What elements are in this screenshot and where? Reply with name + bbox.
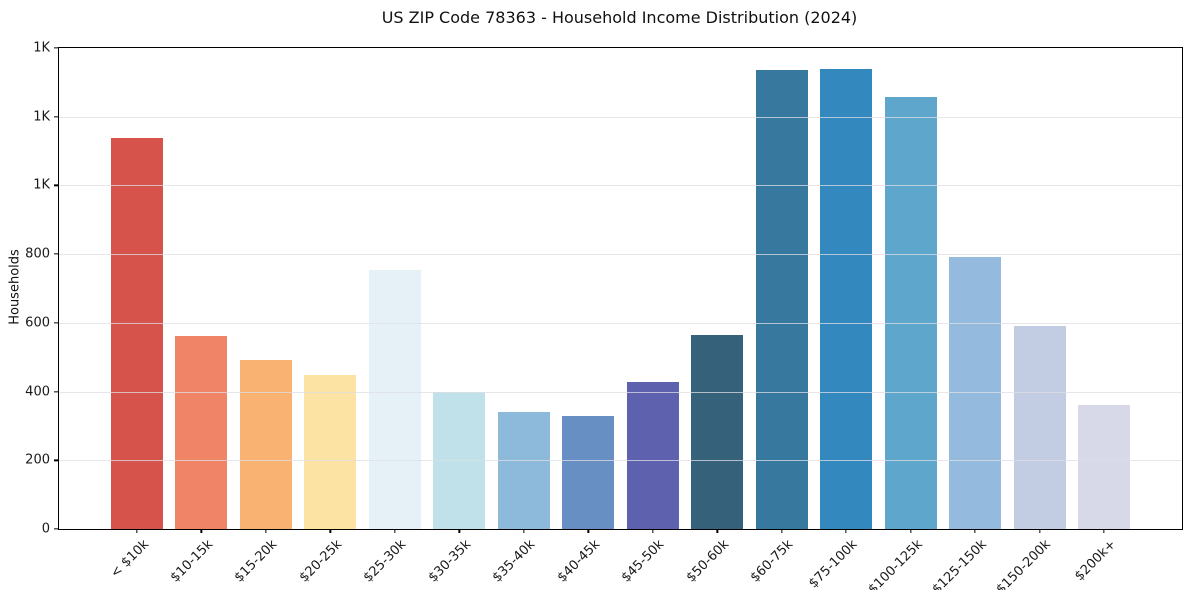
bar-$50-60k — [691, 334, 744, 529]
y-tick-mark — [54, 47, 58, 49]
x-tick-label: $150-200k — [993, 537, 1055, 590]
x-tick-label: $25-30k — [360, 537, 410, 586]
gridline — [59, 116, 1182, 118]
chart-title: US ZIP Code 78363 - Household Income Dis… — [381, 8, 858, 27]
x-tick-mark — [394, 529, 396, 533]
x-tick-mark — [587, 529, 589, 533]
x-tick-label: $15-20k — [232, 537, 281, 586]
x-tick-mark — [458, 529, 460, 533]
x-tick-label: $40-45k — [554, 537, 603, 586]
x-tick-mark — [200, 529, 203, 533]
x-tick-label: $50-60k — [683, 537, 732, 586]
y-tick-label: 600 — [25, 315, 50, 331]
x-tick-mark — [716, 529, 718, 533]
y-tick-label: 800 — [25, 246, 50, 262]
plot-area: 0 200 400 600 800 1K 1K 1K < $10k $10-15k $15-20k $… — [25, 41, 1183, 590]
gridline — [59, 460, 1182, 462]
gridline — [59, 185, 1182, 187]
x-tick-mark — [265, 529, 267, 533]
x-tick-label: $30-35k — [425, 537, 474, 586]
x-tick-mark — [523, 529, 525, 533]
bar-$45-50k — [626, 381, 679, 529]
y-tick-mark — [54, 116, 58, 118]
x-tick-label: < $10k — [107, 537, 152, 582]
x-tick-label: $35-40k — [489, 537, 539, 586]
bar-$35-40k — [497, 412, 550, 529]
bar-$200k+ — [1078, 404, 1131, 529]
bar-$125-150k — [949, 256, 1002, 529]
bar-< $10k — [111, 137, 163, 529]
y-tick-label: 1K — [33, 40, 50, 56]
x-tick-mark — [329, 529, 332, 533]
gridline — [59, 391, 1182, 393]
y-tick-mark — [54, 528, 58, 530]
x-tick-label: $45-50k — [618, 537, 668, 586]
y-tick-mark — [54, 459, 58, 461]
x-tick-mark — [845, 529, 847, 533]
bar-$75-100k — [820, 68, 873, 529]
x-tick-label: $20-25k — [296, 537, 346, 586]
y-tick-mark — [54, 184, 58, 187]
y-tick-label: 1K — [33, 109, 50, 125]
y-tick-label: 200 — [25, 452, 50, 468]
x-tick-label: $60-75k — [747, 537, 797, 586]
y-tick-label: 400 — [25, 384, 50, 400]
bar-$40-45k — [562, 416, 615, 529]
x-tick-label: $125-150k — [929, 537, 990, 590]
x-tick-label: $75-100k — [806, 537, 861, 590]
bar-$60-75k — [755, 70, 808, 529]
y-tick-mark — [54, 390, 58, 393]
y-tick-label: 0 — [41, 521, 50, 537]
x-tick-mark — [909, 529, 912, 533]
y-tick-mark — [54, 322, 58, 324]
gridline — [59, 322, 1182, 324]
bar-$25-30k — [368, 270, 421, 529]
y-axis-label: Households — [7, 249, 23, 325]
x-tick-mark — [974, 529, 976, 533]
y-tick-mark — [54, 253, 58, 255]
bar-$100-125k — [884, 97, 937, 529]
bar-$10-15k — [175, 335, 228, 529]
x-tick-mark — [1038, 529, 1041, 533]
bar-$15-20k — [239, 359, 292, 529]
x-tick-mark — [1103, 529, 1105, 533]
bar-$20-25k — [304, 374, 357, 529]
gridline — [59, 254, 1182, 256]
x-tick-mark — [781, 529, 783, 533]
y-tick-label: 1K — [33, 177, 50, 193]
x-tick-label: $10-15k — [167, 537, 217, 586]
x-tick-mark — [652, 529, 654, 533]
x-tick-label: $200k+ — [1071, 537, 1119, 585]
x-tick-label: $100-125k — [865, 537, 926, 590]
x-tick-mark — [136, 529, 138, 533]
bar-$150-200k — [1013, 326, 1066, 529]
